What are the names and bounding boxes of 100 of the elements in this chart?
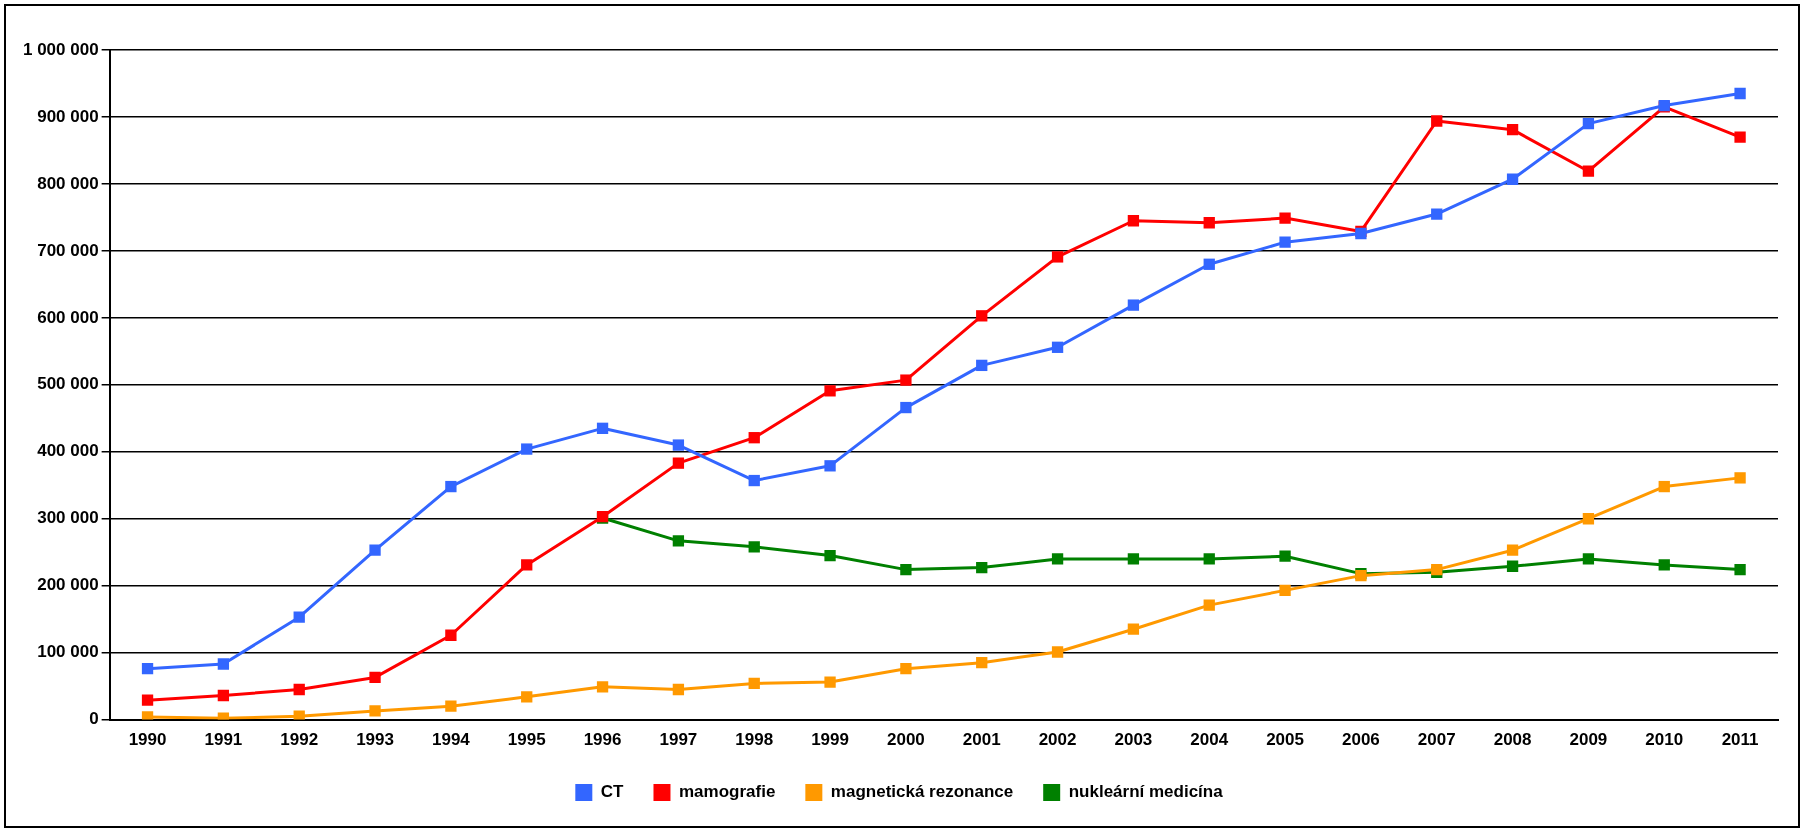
- x-tick-label: 1999: [811, 730, 849, 750]
- point: [1127, 553, 1140, 565]
- legend-label: magnetická rezonance: [830, 782, 1014, 802]
- point: [976, 359, 988, 372]
- y-tick-label: 200 000: [37, 575, 99, 595]
- point: [1506, 560, 1519, 572]
- y-tick-label: 900 000: [37, 106, 99, 126]
- point: [521, 559, 533, 571]
- point: [1203, 217, 1215, 229]
- x-tick-label: 1990: [128, 730, 167, 750]
- point: [1279, 550, 1291, 562]
- legend-label: mamografie: [678, 782, 776, 802]
- point: [824, 676, 836, 688]
- point: [1582, 118, 1595, 130]
- x-tick-label: 1993: [356, 730, 394, 750]
- point: [1279, 236, 1291, 248]
- point: [141, 663, 154, 675]
- point: [900, 663, 912, 675]
- x-tick-label: 2000: [886, 730, 925, 750]
- x-tick-label: 2009: [1569, 730, 1608, 750]
- point: [521, 443, 533, 455]
- point: [824, 385, 836, 397]
- y-tick-label: 600 000: [37, 307, 99, 327]
- point: [1203, 258, 1215, 270]
- point: [900, 563, 912, 576]
- point: [445, 700, 457, 712]
- legend-label: CT: [600, 782, 625, 802]
- point: [293, 611, 305, 623]
- point: [596, 422, 609, 434]
- point: [369, 705, 381, 717]
- point: [976, 657, 988, 669]
- point: [672, 439, 685, 451]
- point: [1203, 553, 1215, 565]
- y-tick-label: 800 000: [37, 173, 99, 193]
- x-tick-label: 2011: [1721, 730, 1759, 750]
- point: [900, 374, 912, 386]
- point: [445, 629, 457, 641]
- x-tick-label: 1991: [204, 730, 243, 750]
- point: [1582, 513, 1595, 525]
- point: [748, 474, 760, 487]
- point: [1279, 212, 1291, 224]
- point: [445, 480, 457, 493]
- point: [1127, 299, 1140, 311]
- point: [1051, 646, 1064, 658]
- y-tick-label: 700 000: [37, 240, 99, 260]
- point: [596, 681, 609, 693]
- x-tick-label: 2003: [1114, 730, 1153, 750]
- point: [976, 561, 988, 574]
- point: [1506, 124, 1519, 136]
- x-tick-label: 1992: [280, 730, 319, 750]
- point: [672, 457, 685, 469]
- y-tick-label: 500 000: [37, 374, 99, 394]
- point: [1051, 553, 1064, 565]
- point: [1431, 115, 1443, 127]
- point: [369, 671, 381, 684]
- point: [521, 691, 533, 703]
- y-tick-label: 300 000: [37, 508, 99, 528]
- point: [1582, 553, 1595, 565]
- x-tick-label: 1996: [583, 730, 622, 750]
- point: [672, 683, 685, 696]
- point: [1127, 215, 1140, 227]
- point: [672, 535, 685, 547]
- point: [824, 460, 836, 472]
- point: [748, 541, 760, 553]
- point: [900, 401, 912, 414]
- point: [748, 677, 760, 690]
- y-tick-label: 100 000: [37, 642, 99, 662]
- point: [1051, 251, 1064, 263]
- y-tick-label: 0: [89, 709, 99, 729]
- point: [1431, 208, 1443, 220]
- y-tick-label: 400 000: [37, 441, 99, 461]
- x-tick-label: 1994: [431, 730, 471, 750]
- point: [217, 658, 230, 670]
- x-tick-label: 2006: [1341, 730, 1380, 750]
- point: [1051, 341, 1064, 353]
- y-tick-label: 1 000 000: [22, 39, 99, 59]
- point: [141, 694, 154, 706]
- x-tick-label: 1995: [507, 730, 546, 750]
- point: [1658, 480, 1670, 493]
- point: [1734, 131, 1746, 143]
- point: [1734, 472, 1746, 484]
- point: [1506, 544, 1519, 556]
- x-tick-label: 2005: [1266, 730, 1304, 750]
- point: [1734, 563, 1746, 576]
- x-tick-label: 1997: [659, 730, 698, 750]
- x-tick-label: 2008: [1493, 730, 1532, 750]
- point: [1658, 559, 1670, 571]
- point: [748, 432, 760, 444]
- x-tick-label: 2007: [1417, 730, 1456, 750]
- point: [1734, 87, 1746, 100]
- x-tick-label: 1998: [735, 730, 774, 750]
- point: [369, 544, 381, 556]
- x-tick-label: 2001: [962, 730, 1001, 750]
- point: [1279, 584, 1291, 597]
- x-tick-label: 2002: [1038, 730, 1077, 750]
- point: [824, 549, 836, 562]
- point: [217, 689, 230, 702]
- point: [1506, 173, 1519, 185]
- point: [1582, 165, 1595, 177]
- point: [1127, 623, 1140, 635]
